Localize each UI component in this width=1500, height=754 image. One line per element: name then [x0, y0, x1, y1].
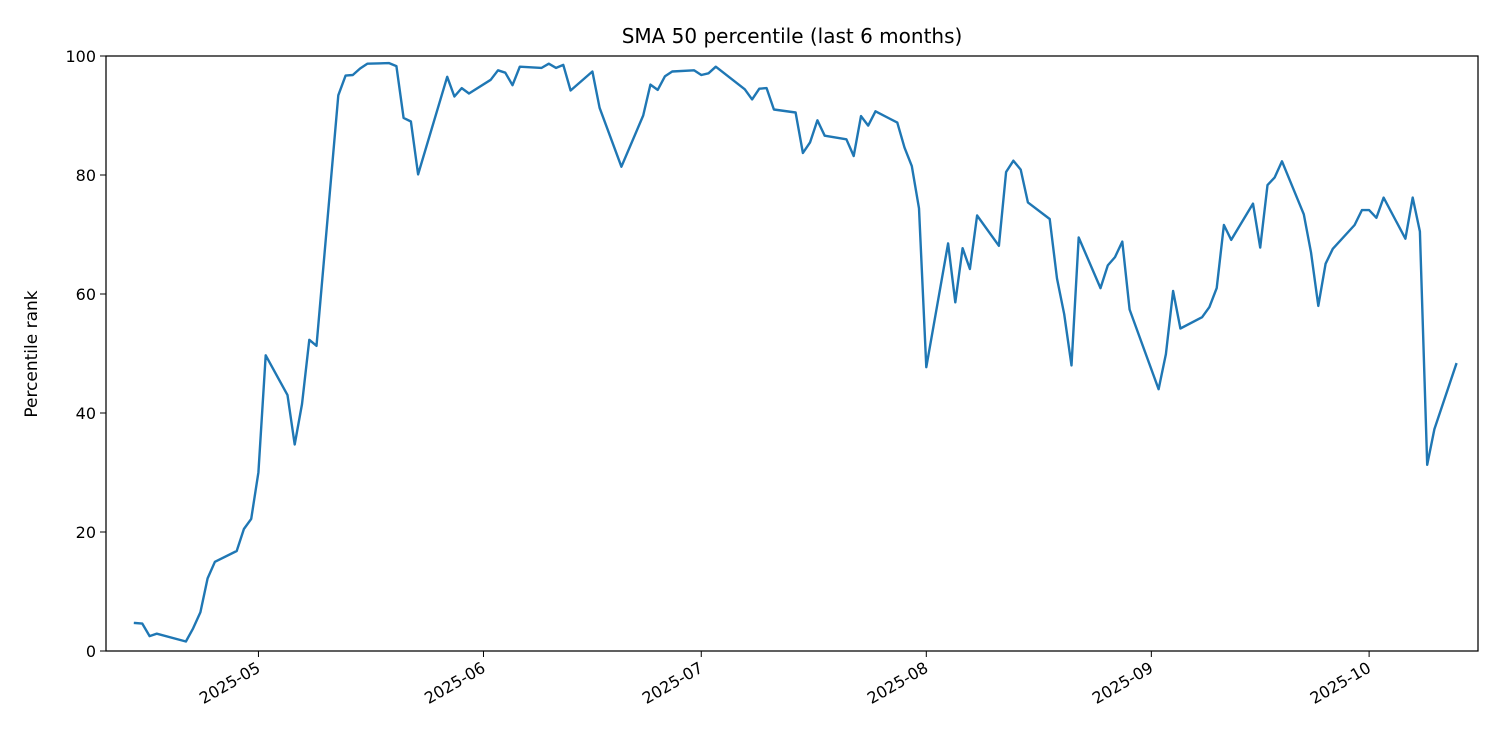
y-axis-title: Percentile rank	[22, 290, 42, 417]
y-tick-label: 20	[76, 523, 96, 542]
series-line-0	[133, 61, 1458, 643]
y-axis: 0 20 40 60 80 100	[65, 47, 106, 661]
plot-frame	[105, 55, 1479, 652]
chart-title: SMA 50 percentile (last 6 months)	[622, 24, 963, 48]
y-tick-label: 60	[76, 285, 96, 304]
y-tick-label: 80	[76, 166, 96, 185]
y-tick-label: 40	[76, 404, 96, 423]
plot-area	[133, 61, 1458, 643]
y-tick-label: 100	[65, 47, 96, 66]
y-tick-label: 0	[86, 642, 96, 661]
